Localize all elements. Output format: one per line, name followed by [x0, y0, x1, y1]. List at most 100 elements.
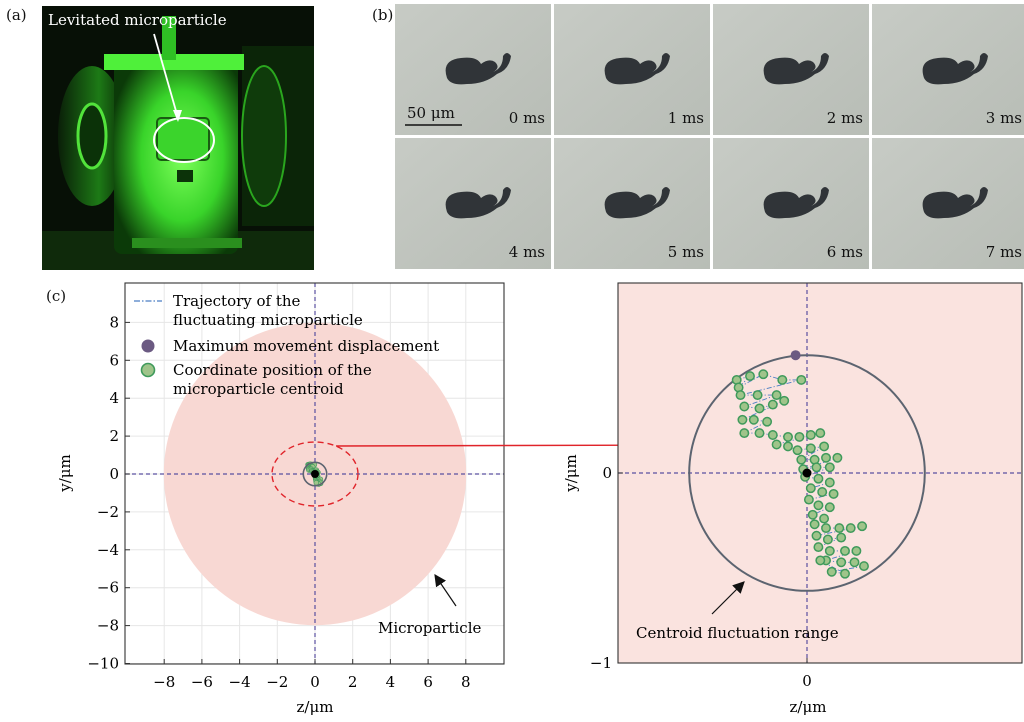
zoom-region-ellipse	[271, 441, 359, 507]
centroid-point	[811, 530, 822, 541]
max-displacement-point	[790, 350, 801, 361]
centroid-point	[813, 542, 824, 553]
centroid-point	[737, 414, 748, 425]
microparticle-annotation: Microparticle	[378, 619, 481, 637]
centroid-point	[796, 374, 807, 385]
centroid-point	[771, 390, 782, 401]
centroid-point	[819, 441, 830, 452]
centroid-point	[822, 534, 833, 545]
centroid-point	[796, 454, 807, 465]
trajectory-segment	[803, 457, 838, 470]
frame-time-label: 0 ms	[509, 109, 545, 127]
centroid-point	[762, 416, 773, 427]
centroid-point	[826, 566, 837, 577]
frame-7: 7 ms	[872, 138, 1024, 269]
x-tick-label: −8	[153, 673, 175, 691]
centroid-point	[748, 414, 759, 425]
centroid-point	[803, 494, 814, 505]
centroid-point	[811, 462, 822, 473]
centroid-point	[824, 502, 835, 513]
centroid-point	[767, 399, 778, 410]
centroid-point	[832, 452, 843, 463]
x-tick-label: 2	[348, 673, 358, 691]
right-xlabel: z/μm	[790, 698, 827, 716]
legend-centroid-line1: Coordinate position of the	[173, 361, 372, 379]
centroid-point	[840, 568, 850, 579]
legend-max-displacement: Maximum movement displacement	[173, 337, 439, 355]
centroid-point	[824, 545, 835, 556]
particle-silhouette	[763, 187, 829, 219]
centroid-point	[754, 403, 765, 414]
centroid-point	[805, 430, 816, 440]
x-tick-label: 0	[310, 673, 320, 691]
centroid-point	[739, 428, 750, 439]
centroid-point	[821, 452, 831, 463]
legend-centroid-line2: microparticle centroid	[173, 380, 344, 398]
centroid-point	[813, 473, 824, 484]
particle-silhouette	[445, 187, 511, 219]
particle-silhouette	[922, 53, 988, 85]
centroid-point	[821, 523, 831, 534]
centroid-point	[745, 371, 755, 382]
centroid-point	[792, 445, 803, 456]
frame-2: 2 ms	[713, 4, 869, 135]
centroid-point	[758, 369, 769, 380]
centroid-point	[836, 557, 847, 568]
x-tick-label: −2	[266, 673, 288, 691]
levitation-apparatus-photo: Levitated microparticle	[42, 6, 314, 270]
centroid-point	[735, 390, 746, 401]
particle-silhouette	[604, 53, 670, 85]
levitated-microparticle-annotation: Levitated microparticle	[48, 11, 227, 29]
centroid-point	[807, 509, 818, 520]
particle-silhouette	[445, 53, 511, 85]
apparatus-illustration	[42, 6, 314, 270]
left-ylabel: y/μm	[56, 454, 74, 493]
frame-time-label: 1 ms	[668, 109, 704, 127]
y-tick-label: −10	[87, 655, 119, 673]
x-tick-label: 6	[423, 673, 433, 691]
high-speed-frame-sequence: 0 ms 1 ms 2 ms 3 ms 4 ms 5 ms 6 ms 7 ms 50 μm	[395, 4, 1024, 270]
centroid-point	[836, 532, 847, 543]
centroid-point	[783, 431, 793, 442]
fluctuation-range-circle-small	[302, 461, 328, 487]
panel-c-label: (c)	[46, 287, 67, 305]
centroid-point	[777, 374, 788, 385]
centroid-point	[851, 545, 862, 556]
particle-silhouette	[604, 187, 670, 219]
centroid-point	[752, 390, 763, 401]
frame-time-label: 5 ms	[668, 243, 704, 261]
fluctuation-range-annotation: Centroid fluctuation range	[636, 624, 839, 642]
panel-b-label: (b)	[372, 6, 394, 24]
y-tick-label: −2	[97, 503, 119, 521]
y-tick-label: 0	[109, 465, 119, 483]
centroid-point	[817, 487, 828, 497]
y-tick-label: 6	[109, 351, 119, 369]
y-tick-label: −8	[97, 617, 119, 635]
centroid-point	[767, 430, 778, 440]
frame-time-label: 2 ms	[827, 109, 863, 127]
right-ylabel: y/μm	[562, 454, 580, 493]
left-xlabel: z/μm	[297, 698, 334, 716]
centroid-point	[805, 443, 816, 454]
centroid-point	[739, 401, 750, 412]
centroid-point	[813, 500, 824, 511]
centroid-point	[834, 523, 845, 534]
y-tick-label: 4	[109, 389, 119, 407]
centroid-point	[805, 483, 816, 494]
frame-3: 3 ms	[872, 4, 1024, 135]
particle-silhouette	[922, 187, 988, 219]
centroid-point	[819, 513, 830, 524]
centroid-point	[794, 431, 805, 442]
y-tick-label: 8	[109, 313, 119, 331]
centroid-point	[849, 557, 860, 568]
centroid-mean-dot-small	[311, 470, 319, 478]
scale-bar: 50 μm	[405, 104, 462, 126]
centroid-point-small	[313, 480, 320, 486]
centroid-point	[845, 523, 856, 534]
centroid-point	[783, 441, 793, 452]
x-tick-label: 0	[802, 672, 812, 690]
centroid-point	[809, 519, 820, 530]
legend-trajectory-line2: fluctuating microparticle	[173, 311, 363, 329]
frame-time-label: 3 ms	[986, 109, 1022, 127]
